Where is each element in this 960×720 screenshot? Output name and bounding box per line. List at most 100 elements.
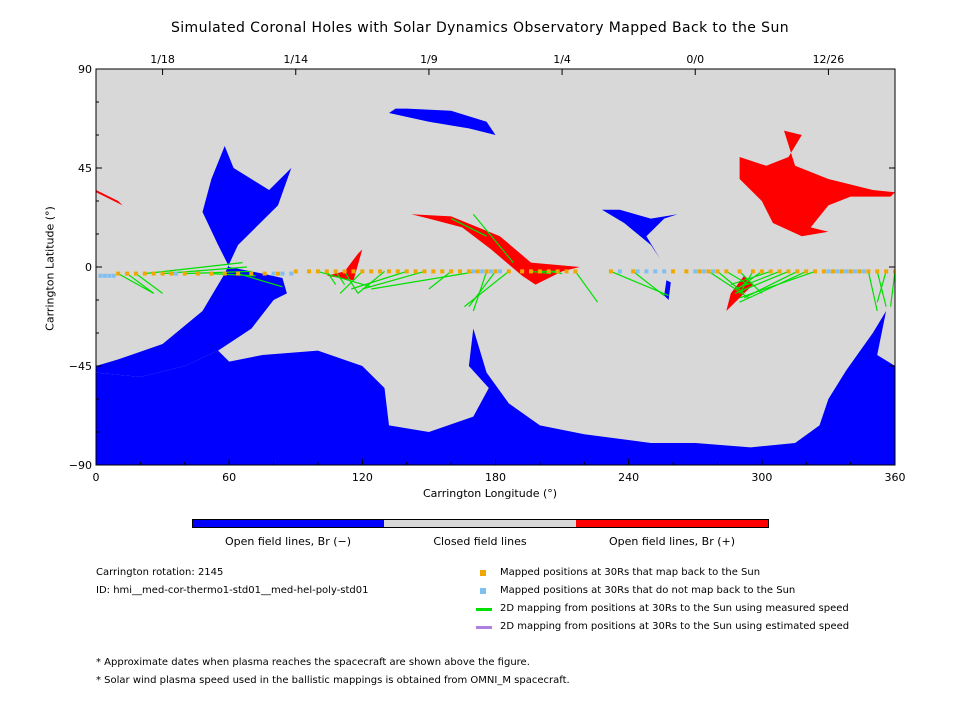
mapped-back-point-22: [360, 269, 365, 274]
mapped-back-point-1: [125, 271, 130, 276]
mapped-back-point-35: [475, 269, 480, 274]
mapped-back-point-53: [724, 269, 729, 274]
mapped-back-point-51: [706, 269, 711, 274]
mapped-back-point-47: [631, 269, 636, 274]
positive-coronal-hole-3: [326, 249, 363, 298]
y-tick-label-3: −45: [69, 360, 92, 373]
measured-speed-line-15: [362, 270, 425, 290]
mapped-back-point-37: [493, 269, 498, 274]
mapped-back-point-27: [404, 269, 409, 274]
mapped-back-point-26: [395, 269, 400, 274]
mapped-back-point-64: [830, 269, 835, 274]
mapped-back-point-52: [715, 269, 720, 274]
measured-speed-line-37: [734, 270, 789, 294]
measured-speed-line-26: [472, 213, 514, 263]
mapped-back-point-36: [484, 269, 489, 274]
not-mapped-point-7: [289, 271, 294, 276]
mapped-back-point-15: [293, 269, 298, 274]
x-tick-label-3: 180: [485, 471, 506, 484]
not-mapped-point-3: [111, 273, 116, 278]
mapped-back-point-34: [466, 269, 471, 274]
not-mapped-point-17: [693, 269, 698, 274]
not-mapped-point-4: [173, 271, 178, 276]
measured-speed-line-36: [734, 270, 780, 290]
mapped-back-point-54: [737, 269, 742, 274]
mapped-back-point-31: [440, 269, 445, 274]
measured-speed-line-43: [876, 271, 887, 303]
colorbar-label-closed: Closed field lines: [433, 535, 527, 548]
measured-speed-line-23: [548, 270, 563, 275]
legend-label-measured-speed: 2D mapping from positions at 30Rs to the…: [500, 603, 849, 614]
mapped-back-point-25: [386, 269, 391, 274]
x-axis-label: Carrington Longitude (°): [422, 487, 558, 500]
top-date-label-0: 1/18: [150, 53, 175, 66]
mapped-back-point-63: [821, 269, 826, 274]
mapped-back-point-55: [750, 269, 755, 274]
legend-label-not-mapped: Mapped positions at 30Rs that do not map…: [500, 585, 796, 596]
measured-speed-line-8: [317, 270, 372, 288]
mapped-back-point-38: [506, 269, 511, 274]
mapped-back-point-8: [196, 271, 201, 276]
model-id: ID: hmi__med-cor-thermo1-std01__med-hel-…: [96, 585, 369, 596]
mapped-back-point-61: [804, 269, 809, 274]
not-mapped-point-19: [711, 269, 716, 274]
mapped-back-point-0: [116, 271, 121, 276]
not-mapped-point-22: [835, 269, 840, 274]
measured-speed-line-18: [464, 270, 510, 308]
not-mapped-point-10: [489, 269, 494, 274]
measured-speed-line-41: [867, 271, 878, 312]
positive-coronal-hole-1: [96, 190, 123, 206]
y-tick-label-4: −90: [69, 459, 92, 472]
not-mapped-point-14: [644, 269, 649, 274]
not-mapped-point-16: [662, 269, 667, 274]
measured-speed-line-31: [726, 270, 749, 286]
mapped-back-point-48: [671, 269, 676, 274]
mapped-back-point-43: [555, 269, 560, 274]
x-tick-label-4: 240: [618, 471, 639, 484]
mapped-back-point-45: [573, 269, 578, 274]
measured-speed-line-25: [450, 218, 487, 237]
mapped-back-point-58: [777, 269, 782, 274]
negative-coronal-hole-3: [602, 209, 678, 259]
measured-speed-line-14: [351, 270, 407, 290]
not-mapped-point-18: [702, 269, 707, 274]
mapped-back-point-29: [422, 269, 427, 274]
not-mapped-point-6: [280, 271, 285, 276]
mapped-back-point-21: [351, 269, 356, 274]
measured-speed-line-35: [730, 270, 771, 286]
mapped-back-point-66: [848, 269, 853, 274]
measured-speed-line-29: [708, 270, 749, 299]
mapped-back-point-42: [546, 269, 551, 274]
mapped-back-point-60: [795, 269, 800, 274]
not-mapped-point-15: [653, 269, 658, 274]
measured-speed-line-1: [126, 273, 155, 294]
top-date-label-3: 1/4: [553, 53, 571, 66]
mapped-back-point-5: [160, 271, 165, 276]
not-mapped-point-13: [635, 269, 640, 274]
colorbar-label-negative: Open field lines, Br (−): [224, 535, 352, 548]
y-axis-label: Carrington Latitude (°): [43, 206, 57, 331]
not-mapped-point-24: [844, 269, 849, 274]
top-date-label-2: 1/9: [420, 53, 438, 66]
measured-speed-line-39: [739, 270, 807, 303]
colorbar-frame: [192, 519, 769, 528]
not-mapped-point-12: [617, 269, 622, 274]
mapped-back-point-16: [307, 269, 312, 274]
negative-coronal-hole-2: [389, 108, 496, 135]
colorbar-label-positive: Open field lines, Br (+): [608, 535, 736, 548]
measured-speed-line-17: [371, 270, 478, 290]
legend-swatch-mapped-back: [480, 570, 486, 576]
positive-coronal-hole-2: [411, 214, 580, 285]
mapped-back-point-12: [249, 271, 254, 276]
top-date-label-5: 12/26: [813, 53, 845, 66]
mapped-back-point-50: [697, 269, 702, 274]
mapped-back-point-44: [564, 269, 569, 274]
y-tick-label-1: 45: [78, 162, 92, 175]
not-mapped-point-2: [107, 273, 112, 278]
positive-coronal-hole-0: [739, 130, 895, 237]
measured-speed-line-40: [739, 270, 816, 299]
measured-speed-line-16: [428, 270, 452, 290]
not-mapped-point-1: [102, 273, 107, 278]
mapped-back-point-24: [378, 269, 383, 274]
not-mapped-point-8: [471, 269, 476, 274]
